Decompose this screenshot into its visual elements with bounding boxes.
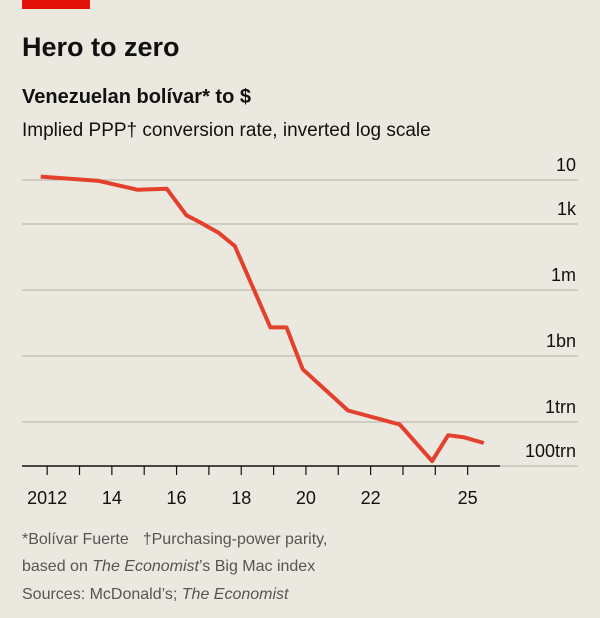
chart-description: Implied PPP† conversion rate, inverted l… [22,120,431,141]
x-tick-label: 14 [102,488,122,508]
footnote-part: based on [22,558,92,575]
chart-subtitle: Venezuelan bolívar* to $ [22,86,251,108]
y-tick-label: 1trn [545,397,576,417]
y-tick-label: 1m [551,265,576,285]
brand-bar [22,0,90,9]
y-tick-label: 1k [557,199,577,219]
x-tick-label: 18 [231,488,251,508]
x-tick-label: 16 [167,488,187,508]
footnote-part: The Economist [92,558,199,575]
y-tick-label: 100trn [525,441,576,461]
chart-title: Hero to zero [22,32,180,62]
x-tick-label: 25 [458,488,478,508]
y-tick-label: 1bn [546,331,576,351]
footnote: *Bolívar Fuerte †Purchasing-power parity, [22,531,327,548]
data-line [40,174,485,464]
y-tick-label: 10 [556,155,576,175]
footnote: Sources: McDonald’s; The Economist [22,586,289,603]
x-tick-label: 20 [296,488,316,508]
footnote-part: Sources: McDonald’s; [22,586,182,603]
footnote-part: *Bolívar Fuerte [22,531,129,548]
footnote-part: The Economist [182,586,289,603]
x-tick-label: 22 [361,488,381,508]
footnote-part: †Purchasing-power parity, [143,531,328,548]
x-tick-label: 2012 [27,488,67,508]
footnote: based on The Economist’s Big Mac index [22,558,315,575]
footnote-part: ’s Big Mac index [199,558,315,575]
